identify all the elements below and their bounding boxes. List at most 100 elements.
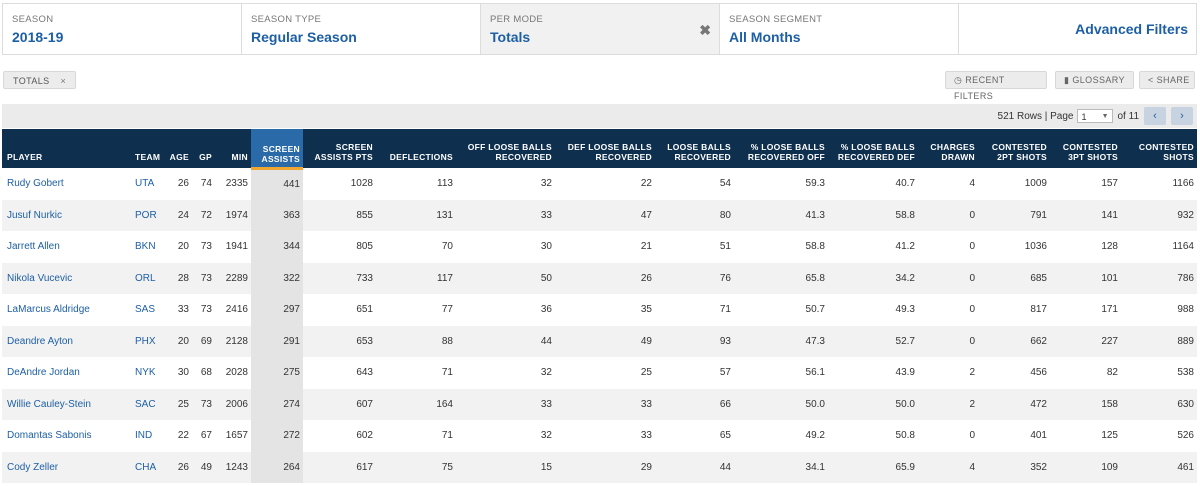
team-link[interactable]: SAC bbox=[130, 388, 166, 420]
season-segment-filter-label: SEASON SEGMENT bbox=[729, 14, 823, 25]
table-cell: 40.7 bbox=[895, 178, 915, 190]
table-cell: 291 bbox=[251, 325, 303, 357]
table-cell: 227 bbox=[1050, 325, 1121, 357]
player-link[interactable]: Jarrett Allen bbox=[7, 241, 60, 253]
clear-icon[interactable]: ✖ bbox=[699, 22, 711, 38]
table-cell: 67 bbox=[200, 430, 212, 442]
table-cell: 685 bbox=[978, 262, 1050, 294]
table-cell: 74 bbox=[200, 178, 212, 190]
col-header-loose-balls[interactable]: LOOSE BALLS RECOVERED bbox=[655, 129, 734, 168]
player-link[interactable]: DeAndre Jordan bbox=[7, 367, 80, 379]
col-header-screen-assists-pts[interactable]: SCREEN ASSISTS PTS bbox=[303, 129, 376, 168]
team-link[interactable]: SAS bbox=[135, 304, 156, 316]
season-segment-filter-value[interactable]: All Months bbox=[729, 29, 801, 45]
table-cell: 791 bbox=[978, 199, 1050, 231]
col-header-def-loose-balls[interactable]: DEF LOOSE BALLS RECOVERED bbox=[555, 129, 655, 168]
col-header-screen-assists[interactable]: SCREEN ASSISTS bbox=[251, 129, 303, 170]
season-type-filter-label: SEASON TYPE bbox=[251, 14, 322, 25]
season-filter[interactable]: SEASON 2018-19 bbox=[3, 4, 242, 54]
table-cell: 28 bbox=[166, 262, 192, 294]
book-icon: ▮ bbox=[1064, 75, 1070, 85]
player-link[interactable]: Willie Cauley-Stein bbox=[2, 388, 130, 420]
col-header-deflections[interactable]: DEFLECTIONS bbox=[376, 129, 456, 168]
col-header-charges-drawn[interactable]: CHARGES DRAWN bbox=[918, 129, 978, 168]
table-cell: 158 bbox=[1050, 388, 1121, 420]
player-link[interactable]: Domantas Sabonis bbox=[7, 430, 92, 442]
player-link[interactable]: Nikola Vucevic bbox=[2, 262, 130, 294]
next-page-button[interactable]: › bbox=[1171, 107, 1193, 125]
player-link[interactable]: LaMarcus Aldridge bbox=[7, 304, 90, 316]
player-link[interactable]: Rudy Gobert bbox=[7, 178, 64, 190]
totals-chip[interactable]: TOTALS × bbox=[3, 71, 77, 89]
team-link[interactable]: PHX bbox=[130, 325, 166, 357]
table-cell: 472 bbox=[978, 388, 1050, 420]
table-cell: 607 bbox=[303, 388, 376, 420]
team-link[interactable]: IND bbox=[135, 430, 153, 442]
col-header-age[interactable]: AGE bbox=[166, 129, 192, 168]
team-link[interactable]: BKN bbox=[135, 241, 156, 253]
player-link[interactable]: Deandre Ayton bbox=[2, 325, 130, 357]
recent-filters-button[interactable]: ◷ RECENT FILTERS bbox=[945, 71, 1047, 101]
page-total: of 11 bbox=[1117, 110, 1140, 122]
per-mode-filter-value[interactable]: Totals bbox=[490, 29, 531, 45]
table-cell: 2416 bbox=[225, 304, 248, 316]
table-cell: 36 bbox=[540, 304, 552, 316]
close-icon[interactable]: × bbox=[60, 76, 67, 86]
table-cell: 57 bbox=[719, 367, 731, 379]
table-cell: 80 bbox=[655, 199, 734, 231]
col-header-team[interactable]: TEAM bbox=[130, 129, 166, 168]
glossary-button[interactable]: ▮ GLOSSARY bbox=[1055, 71, 1134, 89]
clock-icon: ◷ bbox=[954, 75, 963, 85]
share-label: SHARE bbox=[1156, 75, 1190, 85]
advanced-filters-cell: Advanced Filters bbox=[959, 4, 1196, 54]
team-link[interactable]: UTA bbox=[135, 178, 155, 190]
table-cell: 35 bbox=[640, 304, 652, 316]
col-header-pct-loose-def[interactable]: % LOOSE BALLS RECOVERED DEF bbox=[828, 129, 918, 168]
table-cell: 128 bbox=[1101, 241, 1118, 253]
season-filter-value[interactable]: 2018-19 bbox=[12, 29, 64, 45]
table-cell: 33 bbox=[640, 430, 652, 442]
col-header-player[interactable]: PLAYER bbox=[2, 129, 130, 168]
share-button[interactable]: < SHARE bbox=[1139, 71, 1195, 89]
table-cell: 2028 bbox=[225, 367, 248, 379]
player-link[interactable]: Jusuf Nurkic bbox=[2, 199, 130, 231]
rows-count: 521 Rows | Page bbox=[997, 110, 1074, 122]
recent-filters-label: RECENT FILTERS bbox=[954, 75, 1005, 101]
table-cell: 0 bbox=[918, 199, 978, 231]
table-cell: 164 bbox=[376, 388, 456, 420]
team-link[interactable]: ORL bbox=[130, 262, 166, 294]
col-header-contested-shots[interactable]: CONTESTED SHOTS bbox=[1121, 129, 1197, 168]
season-type-filter[interactable]: SEASON TYPE Regular Season bbox=[242, 4, 481, 54]
col-header-pct-loose-off[interactable]: % LOOSE BALLS RECOVERED OFF bbox=[734, 129, 828, 168]
table-cell: 461 bbox=[1121, 451, 1197, 483]
table-cell: 131 bbox=[376, 199, 456, 231]
page-select[interactable]: 1 ▼ bbox=[1076, 109, 1113, 123]
col-header-gp[interactable]: GP bbox=[192, 129, 215, 168]
per-mode-filter[interactable]: PER MODE Totals ✖ bbox=[481, 4, 720, 54]
table-cell: 33 bbox=[555, 388, 655, 420]
table-cell: 50.7 bbox=[805, 304, 825, 316]
season-type-filter-value[interactable]: Regular Season bbox=[251, 29, 357, 45]
table-cell: 25 bbox=[166, 388, 192, 420]
table-cell: 32 bbox=[540, 430, 552, 442]
team-link[interactable]: CHA bbox=[130, 451, 166, 483]
player-link[interactable]: Cody Zeller bbox=[2, 451, 130, 483]
table-cell: 30 bbox=[540, 241, 552, 253]
table-cell: 1243 bbox=[215, 451, 251, 483]
season-segment-filter[interactable]: SEASON SEGMENT All Months bbox=[720, 4, 959, 54]
team-link[interactable]: POR bbox=[130, 199, 166, 231]
table-cell: 2128 bbox=[215, 325, 251, 357]
col-header-min[interactable]: MIN bbox=[215, 129, 251, 168]
table-cell: 125 bbox=[1101, 430, 1118, 442]
table-cell: 157 bbox=[1101, 178, 1118, 190]
pagination-bar: 521 Rows | Page 1 ▼ of 11 ‹ › bbox=[2, 104, 1197, 128]
team-link[interactable]: NYK bbox=[135, 367, 156, 379]
prev-page-button[interactable]: ‹ bbox=[1144, 107, 1166, 125]
col-header-off-loose-balls[interactable]: OFF LOOSE BALLS RECOVERED bbox=[456, 129, 555, 168]
filter-bar: SEASON 2018-19 SEASON TYPE Regular Seaso… bbox=[2, 3, 1197, 55]
col-header-contested-2pt[interactable]: CONTESTED 2PT SHOTS bbox=[978, 129, 1050, 168]
table-cell: 171 bbox=[1101, 304, 1118, 316]
col-header-contested-3pt[interactable]: CONTESTED 3PT SHOTS bbox=[1050, 129, 1121, 168]
advanced-filters-link[interactable]: Advanced Filters bbox=[1075, 21, 1188, 37]
table-cell: 49 bbox=[555, 325, 655, 357]
